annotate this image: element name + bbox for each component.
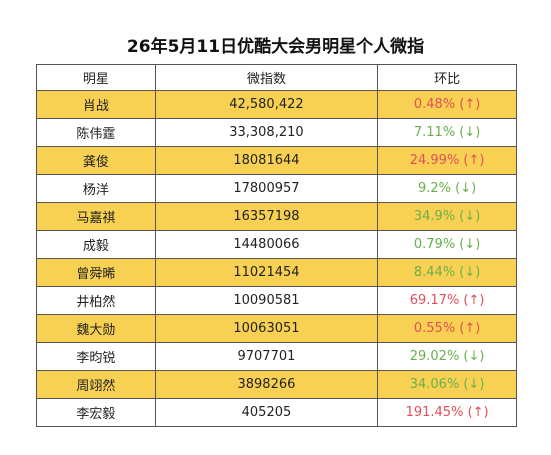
table-row: 李昀锐 9707701 29.02% (↓): [36, 342, 517, 371]
table-row: 魏大勋 10063051 0.55% (↑): [36, 314, 517, 343]
index-value: 405205: [154, 398, 379, 427]
change-value: 8.44% (↓): [377, 258, 517, 287]
index-value: 42,580,422: [154, 90, 379, 119]
index-value: 16357198: [154, 202, 379, 231]
star-name: 曾舜晞: [36, 258, 156, 287]
change-value: 34.06% (↓): [377, 370, 517, 399]
index-value: 14480066: [154, 230, 379, 259]
table-row: 井柏然 10090581 69.17% (↑): [36, 286, 517, 315]
star-name: 成毅: [36, 230, 156, 259]
table-row: 肖战 42,580,422 0.48% (↑): [36, 90, 517, 119]
star-name: 周翊然: [36, 370, 156, 399]
change-value: 69.17% (↑): [377, 286, 517, 315]
table-row: 曾舜晞 11021454 8.44% (↓): [36, 258, 517, 287]
index-value: 10090581: [154, 286, 379, 315]
change-value: 0.48% (↑): [377, 90, 517, 119]
change-value: 29.02% (↓): [377, 342, 517, 371]
star-name: 魏大勋: [36, 314, 156, 343]
star-name: 龚俊: [36, 146, 156, 175]
change-value: 34.9% (↓): [377, 202, 517, 231]
change-value: 24.99% (↑): [377, 146, 517, 175]
table-row: 杨洋 17800957 9.2% (↓): [36, 174, 517, 203]
index-value: 18081644: [154, 146, 379, 175]
column-header: 明星: [36, 64, 156, 91]
star-name: 井柏然: [36, 286, 156, 315]
index-value: 11021454: [154, 258, 379, 287]
column-header: 微指数: [154, 64, 379, 91]
change-value: 7.11% (↓): [377, 118, 517, 147]
star-name: 肖战: [36, 90, 156, 119]
index-value: 10063051: [154, 314, 379, 343]
table-row: 李宏毅 405205 191.45% (↑): [36, 398, 517, 427]
index-value: 9707701: [154, 342, 379, 371]
table-body: 肖战 42,580,422 0.48% (↑) 陈伟霆 33,308,210 7.11% …: [36, 90, 517, 427]
change-value: 0.55% (↑): [377, 314, 517, 343]
star-name: 李昀锐: [36, 342, 156, 371]
table-row: 成毅 14480066 0.79% (↓): [36, 230, 517, 259]
change-value: 191.45% (↑): [377, 398, 517, 427]
index-value: 33,308,210: [154, 118, 379, 147]
index-value: 17800957: [154, 174, 379, 203]
star-name: 杨洋: [36, 174, 156, 203]
change-value: 9.2% (↓): [377, 174, 517, 203]
index-value: 3898266: [154, 370, 379, 399]
table-row: 周翊然 3898266 34.06% (↓): [36, 370, 517, 399]
table-row: 陈伟霆 33,308,210 7.11% (↓): [36, 118, 517, 147]
star-name: 李宏毅: [36, 398, 156, 427]
title: 26年5月11日优酷大会男明星个人微指: [126, 37, 425, 57]
table-row: 龚俊 18081644 24.99% (↑): [36, 146, 517, 175]
change-value: 0.79% (↓): [377, 230, 517, 259]
star-name: 陈伟霆: [36, 118, 156, 147]
star-name: 马嘉祺: [36, 202, 156, 231]
ranking-table: 明星 微指数 环比 肖战 42,580,422 0.48% (↑) 陈伟霆 33,308,2…: [36, 64, 517, 427]
table-row: 马嘉祺 16357198 34.9% (↓): [36, 202, 517, 231]
header-row: 明星 微指数 环比: [36, 64, 517, 91]
column-header: 环比: [377, 64, 517, 91]
